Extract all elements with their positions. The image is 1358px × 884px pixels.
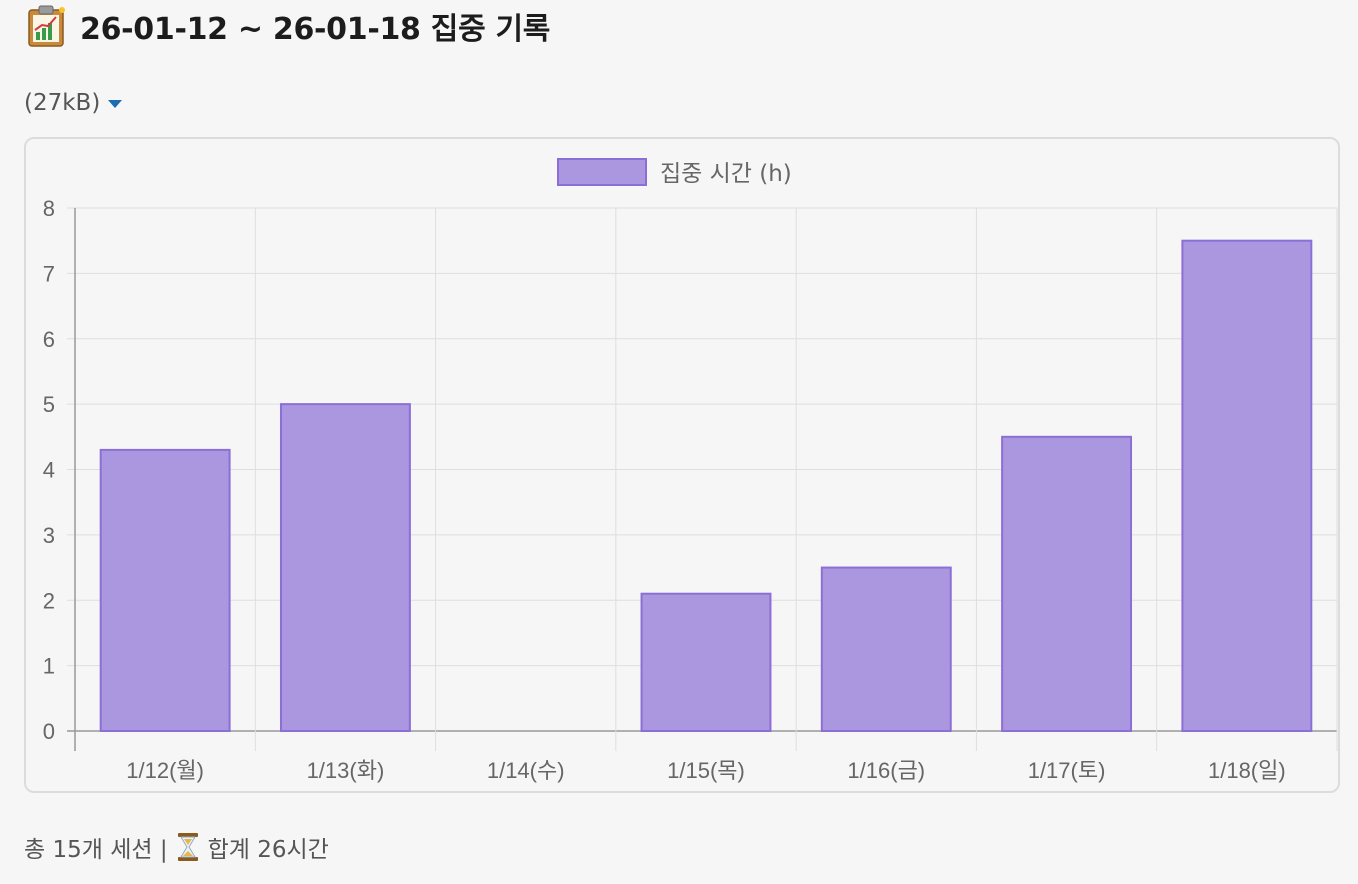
file-size-label: (27kB) — [24, 90, 101, 116]
summary-footer: 총 15개 세션 | 합계 26시간 — [24, 830, 329, 864]
y-tick-label: 0 — [43, 719, 55, 744]
bar — [99, 448, 231, 732]
page-title: 26-01-12 ~ 26-01-18 집중 기록 — [80, 12, 551, 47]
y-tick-label: 8 — [43, 196, 55, 221]
x-tick-label: 1/14(수) — [487, 758, 565, 783]
x-tick-label: 1/13(화) — [307, 758, 385, 783]
y-tick-label: 1 — [43, 654, 55, 679]
total-time-text: 합계 26시간 — [207, 837, 329, 863]
caret-down-icon[interactable] — [108, 100, 123, 108]
x-tick-label: 1/15(목) — [667, 758, 745, 783]
session-count-text: 총 15개 세션 | — [24, 837, 168, 863]
y-tick-label: 2 — [43, 588, 55, 613]
y-tick-label: 3 — [43, 523, 55, 548]
bar — [1001, 435, 1133, 732]
clipboard-chart-icon — [28, 5, 65, 47]
hourglass-icon — [177, 833, 198, 861]
x-tick-label: 1/17(토) — [1028, 758, 1106, 783]
attachment-size: (27kB) — [24, 90, 123, 116]
bar — [1181, 239, 1313, 732]
y-tick-label: 4 — [43, 458, 55, 483]
y-tick-label: 5 — [43, 392, 55, 417]
legend-label: 집중 시간 (h) — [660, 161, 792, 187]
x-tick-label: 1/12(월) — [126, 758, 204, 783]
bar-chart: 0 1 2 3 4 5 6 7 8 1/12(월) 1/13(화) 1/14(수) 1/15(목) 1/1… — [43, 158, 1338, 783]
message-header: 26-01-12 ~ 26-01-18 집중 기록 — [24, 4, 550, 48]
chart-container: 0 1 2 3 4 5 6 7 8 1/12(월) 1/13(화) 1/14(수) 1/15(목) 1/1… — [24, 137, 1340, 793]
bar — [279, 403, 411, 732]
y-tick-label: 6 — [43, 327, 55, 352]
x-tick-label: 1/18(일) — [1208, 758, 1286, 783]
x-tick-label: 1/16(금) — [847, 758, 925, 783]
legend-swatch — [557, 158, 647, 186]
bar — [820, 566, 952, 732]
y-tick-label: 7 — [43, 261, 55, 286]
bar — [640, 592, 772, 732]
